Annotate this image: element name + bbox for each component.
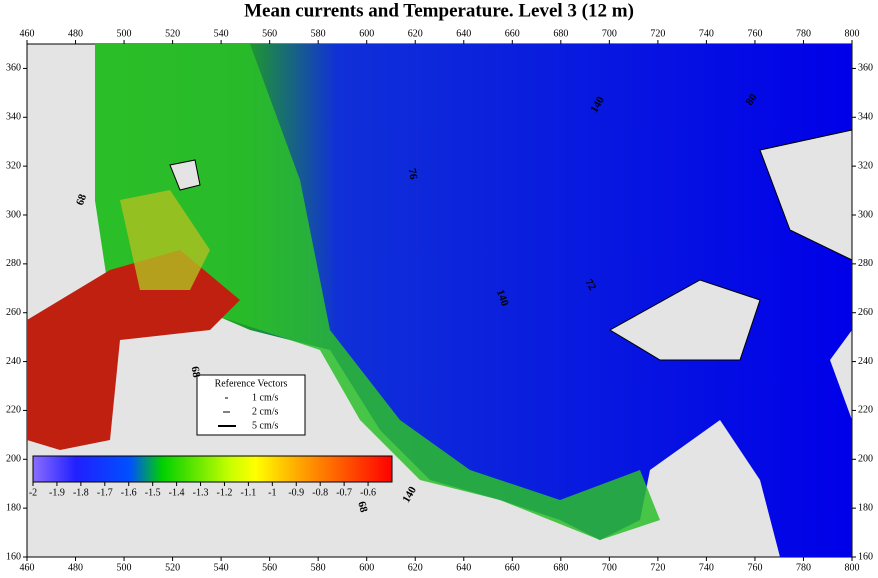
legend-item: 2 cm/s <box>252 406 278 417</box>
x-tick-label: 480 <box>68 562 83 573</box>
green-area <box>95 44 660 540</box>
colorbar-tick-label: -1.4 <box>169 487 185 498</box>
legend-item: 1 cm/s <box>252 392 278 403</box>
x-tick-label: 740 <box>699 562 714 573</box>
x-tick-label: 660 <box>505 28 520 39</box>
y-tick-label: 360 <box>858 63 873 74</box>
colorbar-tick-label: -1.1 <box>240 487 256 498</box>
x-tick-label: 760 <box>747 28 762 39</box>
colorbar-tick-label: -1.2 <box>217 487 233 498</box>
y-tick-label: 320 <box>858 160 873 171</box>
land <box>759 129 853 261</box>
x-tick-label: 520 <box>165 28 180 39</box>
y-tick-label: 220 <box>858 405 873 416</box>
contour-label: 140 <box>494 288 511 308</box>
x-tick-label: 560 <box>262 28 277 39</box>
x-tick-label: 520 <box>165 562 180 573</box>
x-tick-label: 740 <box>699 28 714 39</box>
y-tick-label: 240 <box>858 356 873 367</box>
x-tick-label: 460 <box>20 28 35 39</box>
x-tick-label: 600 <box>359 562 374 573</box>
x-tick-label: 720 <box>650 562 665 573</box>
colorbar-tick-label: -0.9 <box>288 487 304 498</box>
y-tick-label: 280 <box>6 258 21 269</box>
legend-item: 5 cm/s <box>252 420 278 431</box>
x-tick-label: 500 <box>117 28 132 39</box>
colorbar-tick-label: -1.9 <box>49 487 65 498</box>
x-tick-label: 720 <box>650 28 665 39</box>
x-tick-label: 480 <box>68 28 83 39</box>
legend-title: Reference Vectors <box>215 378 288 389</box>
x-tick-label: 800 <box>845 562 860 573</box>
y-tick-label: 260 <box>6 307 21 318</box>
warm-area <box>27 250 240 450</box>
x-tick-label: 460 <box>20 562 35 573</box>
y-tick-label: 320 <box>6 160 21 171</box>
x-tick-label: 780 <box>796 562 811 573</box>
colorbar-tick-label: -1.8 <box>73 487 89 498</box>
x-tick-label: 540 <box>214 562 229 573</box>
x-tick-label: 560 <box>262 562 277 573</box>
contour-label: 68 <box>189 365 203 378</box>
x-tick-label: 760 <box>747 562 762 573</box>
colorbar-tick-label: -1.7 <box>97 487 113 498</box>
warm-area <box>120 190 210 290</box>
y-tick-label: 160 <box>6 551 21 562</box>
x-tick-label: 600 <box>359 28 374 39</box>
x-tick-label: 620 <box>408 28 423 39</box>
y-tick-label: 260 <box>858 307 873 318</box>
y-tick-label: 200 <box>858 454 873 465</box>
y-tick-label: 160 <box>858 551 873 562</box>
y-tick-label: 280 <box>858 258 873 269</box>
y-tick-label: 360 <box>6 63 21 74</box>
x-tick-label: 580 <box>311 28 326 39</box>
x-tick-label: 640 <box>456 28 471 39</box>
x-tick-label: 700 <box>602 28 617 39</box>
colorbar-tick-label: -1.6 <box>121 487 137 498</box>
y-tick-label: 340 <box>6 112 21 123</box>
contour-label: 68 <box>355 500 370 514</box>
y-tick-label: 300 <box>858 209 873 220</box>
land <box>169 159 201 191</box>
colorbar-tick-label: -1.3 <box>193 487 209 498</box>
land <box>609 279 761 361</box>
colorbar <box>32 455 393 483</box>
contour-label: 76 <box>406 167 420 180</box>
contour-label: 68 <box>74 192 89 207</box>
x-tick-label: 800 <box>845 28 860 39</box>
y-tick-label: 180 <box>858 502 873 513</box>
colorbar-tick-label: -0.6 <box>360 487 376 498</box>
x-tick-label: 540 <box>214 28 229 39</box>
x-tick-label: 780 <box>796 28 811 39</box>
colorbar-tick-label: -2 <box>29 487 37 498</box>
colorbar-tick-label: -1 <box>268 487 276 498</box>
y-tick-label: 180 <box>6 502 21 513</box>
x-tick-label: 680 <box>553 28 568 39</box>
x-tick-label: 680 <box>553 562 568 573</box>
legend-box <box>196 374 306 436</box>
y-tick-label: 220 <box>6 405 21 416</box>
x-tick-label: 660 <box>505 562 520 573</box>
y-tick-label: 300 <box>6 209 21 220</box>
x-tick-label: 640 <box>456 562 471 573</box>
x-tick-label: 700 <box>602 562 617 573</box>
x-tick-label: 580 <box>311 562 326 573</box>
title: Mean currents and Temperature. Level 3 (… <box>244 0 634 21</box>
colorbar-tick-label: -0.7 <box>336 487 352 498</box>
colorbar-tick-label: -0.8 <box>312 487 328 498</box>
y-tick-label: 340 <box>858 112 873 123</box>
colorbar-tick-label: -1.5 <box>145 487 161 498</box>
y-tick-label: 240 <box>6 356 21 367</box>
y-tick-label: 200 <box>6 454 21 465</box>
x-tick-label: 620 <box>408 562 423 573</box>
x-tick-label: 500 <box>117 562 132 573</box>
